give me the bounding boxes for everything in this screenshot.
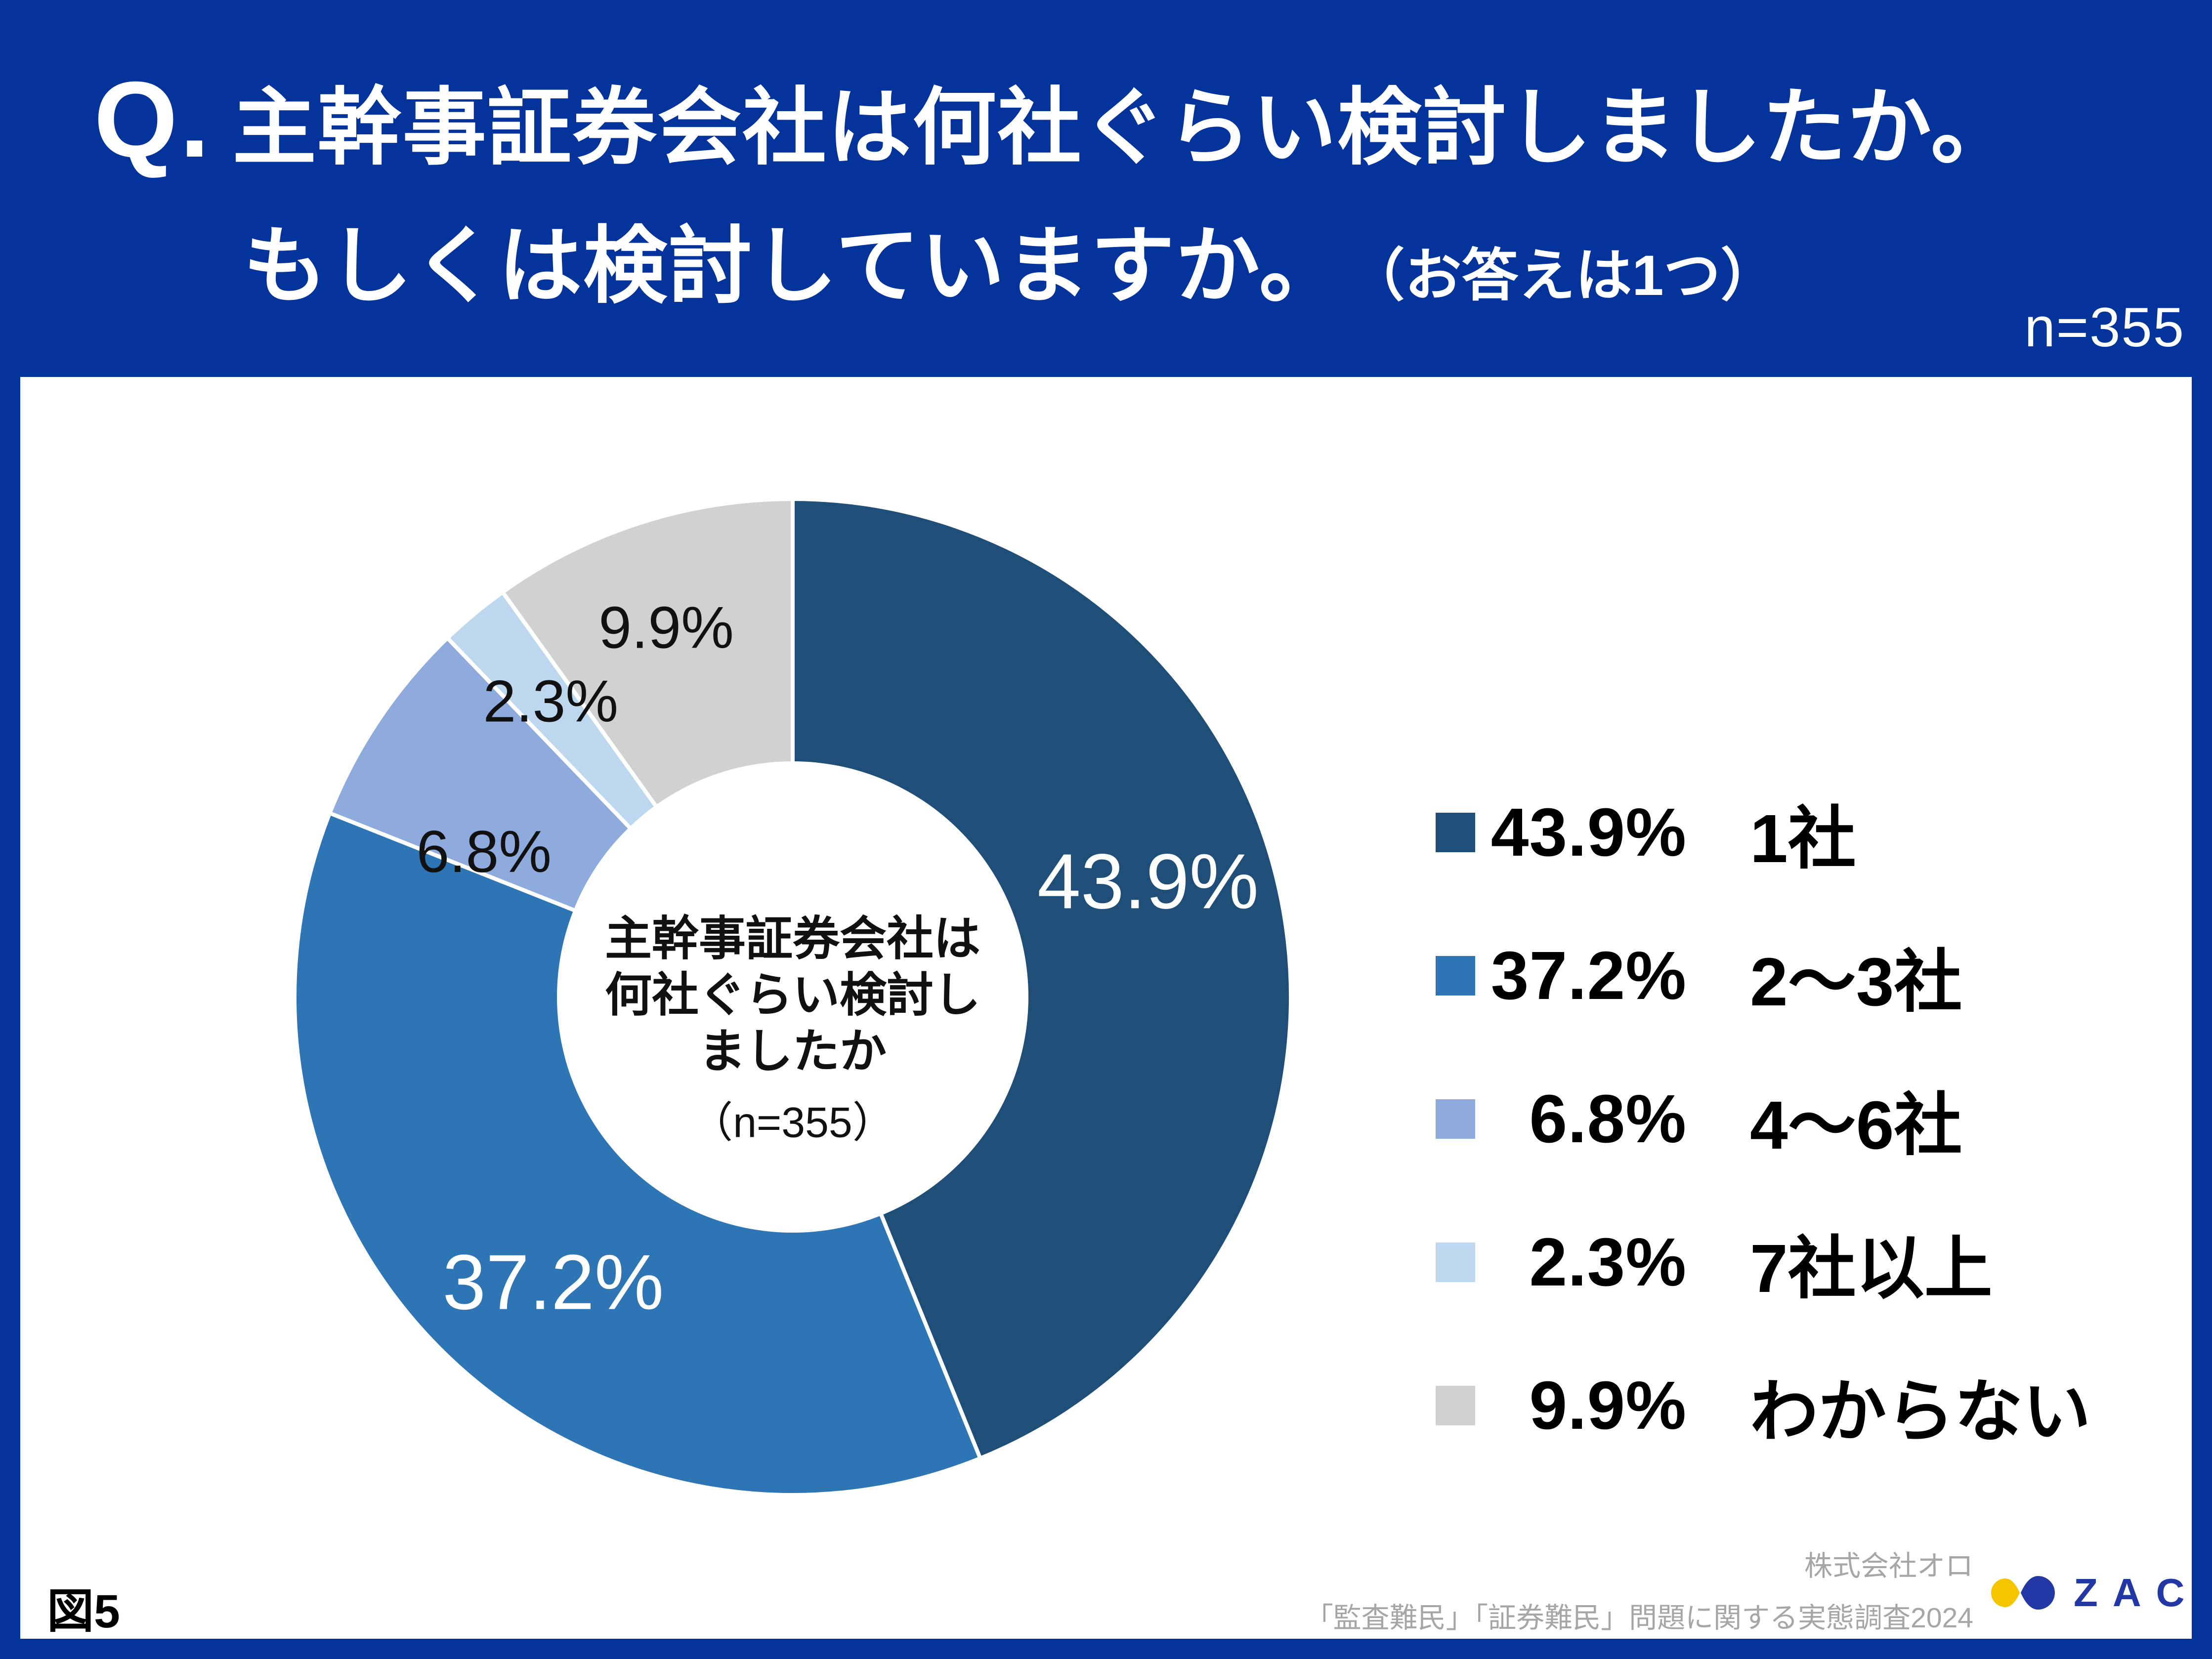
- slice-label-4～6社: 6.8%: [416, 819, 552, 885]
- legend-category-label: 7社以上: [1750, 1231, 1993, 1307]
- legend-percent: 2.3%: [1529, 1224, 1687, 1300]
- header-band: Q. 主幹事証券会社は何社ぐらい検討しましたか。 もしくは検討していますか。 （…: [0, 0, 2212, 377]
- question-text-line2: もしくは検討していますか。: [243, 219, 1344, 313]
- legend-swatch: [1436, 1099, 1475, 1139]
- legend-swatch: [1436, 813, 1475, 852]
- slice-label-2～3社: 37.2%: [442, 1239, 664, 1326]
- center-label-line: ましたか: [698, 1025, 887, 1078]
- question-caption: （お答えは1つ）: [1348, 244, 1778, 307]
- question-title-line2: もしくは検討していますか。 （お答えは1つ）: [243, 198, 1777, 319]
- legend-category-label: 4～6社: [1750, 1087, 1962, 1163]
- legend-percent: 6.8%: [1529, 1080, 1687, 1157]
- legend-row: 37.2% 2～3社: [1436, 936, 2091, 1020]
- zac-logo-text: ZAC: [2074, 1571, 2200, 1615]
- legend-percent: 43.9%: [1490, 794, 1687, 871]
- legend-row: 9.9% わからない: [1436, 1366, 2091, 1450]
- slice-label-1社: 43.9%: [1037, 838, 1259, 925]
- slice-label-わからない: 9.9%: [598, 594, 734, 661]
- legend-row: 6.8% 4～6社: [1436, 1079, 2091, 1163]
- legend-category-label: わからない: [1750, 1374, 2091, 1450]
- chart-legend: 43.9% 1社 37.2% 2～3社 6.8% 4～6社 2.3% 7社以上 9.9% わからな…: [1436, 793, 2091, 1509]
- legend-swatch: [1436, 1386, 1475, 1425]
- legend-row: 43.9% 1社: [1436, 793, 2091, 877]
- center-label-sample-size: （n=355）: [690, 1099, 895, 1147]
- legend-row: 2.3% 7社以上: [1436, 1223, 2091, 1307]
- legend-category-label: 1社: [1750, 801, 1856, 877]
- legend-swatch: [1436, 956, 1475, 995]
- zac-logo-drops-icon: [1991, 1576, 2055, 1610]
- center-label-line: 主幹事証券会社は: [604, 912, 981, 965]
- legend-percent: 37.2%: [1490, 937, 1687, 1014]
- question-title-line1: Q. 主幹事証券会社は何社ぐらい検討しましたか。: [94, 58, 2016, 182]
- sample-size: n=355: [2024, 296, 2185, 358]
- legend-category-label: 2～3社: [1750, 944, 1962, 1020]
- pie-slice-1社: [791, 497, 1293, 1460]
- legend-percent: 9.9%: [1529, 1367, 1687, 1444]
- source-credit-company: 株式会社オロ: [1804, 1550, 1973, 1582]
- figure-number-label: 図5: [47, 1585, 120, 1638]
- center-label-line: 何社ぐらい検討し: [604, 969, 981, 1022]
- zac-logo: ZAC: [1991, 1570, 2199, 1616]
- donut-center-label: 主幹事証券会社は 何社ぐらい検討し ましたか （n=355）: [605, 911, 980, 1150]
- question-prefix: Q.: [94, 60, 212, 180]
- source-credit: 株式会社オロ 「監査難民」「証券難民」問題に関する実態調査2024: [1305, 1540, 1973, 1645]
- donut-hole: [557, 761, 1028, 1233]
- legend-swatch: [1436, 1243, 1475, 1282]
- question-text-line1: 主幹事証券会社は何社ぐらい検討しましたか。: [232, 81, 2016, 175]
- slice-label-7社以上: 2.3%: [483, 668, 619, 735]
- source-credit-survey: 「監査難民」「証券難民」問題に関する実態調査2024: [1305, 1602, 1973, 1634]
